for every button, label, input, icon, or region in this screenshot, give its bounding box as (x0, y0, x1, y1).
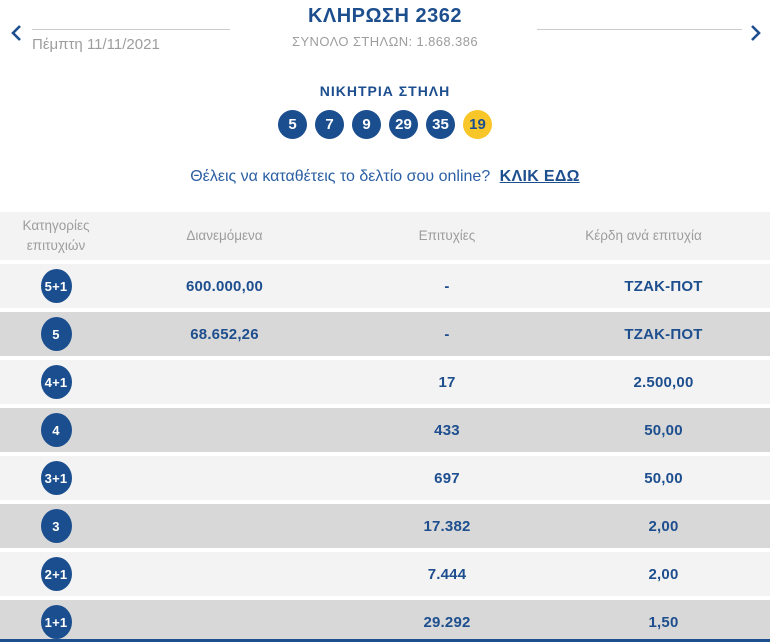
distributed-amount: 600.000,00 (185, 277, 264, 295)
winners-count: - (444, 325, 450, 343)
results-table: Κατηγορίες επιτυχιών Διανεμόμενα Επιτυχί… (0, 212, 770, 642)
table-row: 1+1 29.292 1,50 (0, 600, 770, 642)
column-header-prize: Κέρδη ανά επιτυχία (585, 227, 702, 243)
prize-per-winner: 50,00 (644, 469, 683, 487)
table-row: 3+1 697 50,00 (0, 456, 770, 500)
next-draw-button[interactable] (748, 24, 764, 44)
column-header-distributed: Διανεμόμενα (186, 227, 263, 243)
category-badge: 5 (40, 317, 72, 351)
previous-draw-button[interactable] (8, 24, 24, 44)
bottom-strip (0, 639, 770, 642)
table-row: 4+1 17 2.500,00 (0, 360, 770, 404)
winners-count: 17.382 (423, 517, 471, 535)
prize-per-winner: 1,50 (648, 613, 679, 631)
winners-count: 697 (434, 469, 460, 487)
category-badge: 4 (40, 413, 72, 447)
chevron-right-icon (751, 25, 761, 41)
winning-number-ball: 29 (389, 110, 418, 139)
total-columns-label: ΣΥΝΟΛΟ ΣΤΗΛΩΝ: 1.868.386 (292, 34, 478, 49)
joker-number-ball: 19 (463, 110, 492, 139)
prize-per-winner: ΤΖΑΚ-ΠΟΤ (624, 277, 703, 295)
table-row: 4 433 50,00 (0, 408, 770, 452)
winning-column-title: ΝΙΚΗΤΡΙΑ ΣΤΗΛΗ (319, 83, 451, 99)
prize-per-winner: ΤΖΑΚ-ΠΟΤ (624, 325, 703, 343)
winners-count: 29.292 (423, 613, 471, 631)
winners-count: - (444, 277, 450, 295)
category-badge: 2+1 (40, 557, 72, 591)
category-badge: 3+1 (40, 461, 72, 495)
winners-count: 7.444 (427, 565, 467, 583)
winning-number-ball: 9 (352, 110, 381, 139)
header-divider-right (537, 29, 742, 30)
online-deposit-line: Θέλεις να καταθέτεις το δελτίο σου onlin… (0, 168, 770, 186)
prize-per-winner: 2,00 (648, 517, 679, 535)
table-row: 5+1 600.000,00 - ΤΖΑΚ-ΠΟΤ (0, 264, 770, 308)
winners-count: 17 (438, 373, 456, 391)
results-table-header: Κατηγορίες επιτυχιών Διανεμόμενα Επιτυχί… (0, 212, 770, 260)
winning-numbers: 5 7 9 29 35 19 (0, 110, 770, 139)
table-row: 3 17.382 2,00 (0, 504, 770, 548)
results-table-body: 5+1 600.000,00 - ΤΖΑΚ-ΠΟΤ 5 68.652,26 - ΤΖΑΚ-ΠΟ… (0, 264, 770, 642)
header-divider-left (32, 29, 230, 30)
prize-per-winner: 2,00 (648, 565, 679, 583)
draw-title: ΚΛΗΡΩΣΗ 2362 (307, 5, 463, 27)
table-row: 2+1 7.444 2,00 (0, 552, 770, 596)
column-header-winners: Επιτυχίες (418, 227, 476, 243)
category-badge: 5+1 (40, 269, 72, 303)
chevron-left-icon (11, 25, 21, 41)
winning-number-ball: 5 (278, 110, 307, 139)
prize-per-winner: 2.500,00 (633, 373, 694, 391)
draw-carousel-header: ΚΛΗΡΩΣΗ 2362 ΣΥΝΟΛΟ ΣΤΗΛΩΝ: 1.868.386 Πέ… (0, 0, 770, 62)
distributed-amount: 68.652,26 (190, 325, 259, 343)
online-question: Θέλεις να καταθέτεις το δελτίο σου onlin… (190, 168, 491, 185)
winning-number-ball: 7 (315, 110, 344, 139)
category-badge: 3 (40, 509, 72, 543)
winners-count: 433 (434, 421, 460, 439)
prize-per-winner: 50,00 (644, 421, 683, 439)
category-badge: 1+1 (40, 605, 72, 639)
column-header-categories: Κατηγορίες επιτυχιών (22, 217, 90, 253)
click-here-link[interactable]: ΚΛΙΚ ΕΔΩ (499, 168, 580, 185)
table-row: 5 68.652,26 - ΤΖΑΚ-ΠΟΤ (0, 312, 770, 356)
draw-date: Πέμπτη 11/11/2021 (32, 36, 160, 53)
category-badge: 4+1 (40, 365, 72, 399)
winning-number-ball: 35 (426, 110, 455, 139)
